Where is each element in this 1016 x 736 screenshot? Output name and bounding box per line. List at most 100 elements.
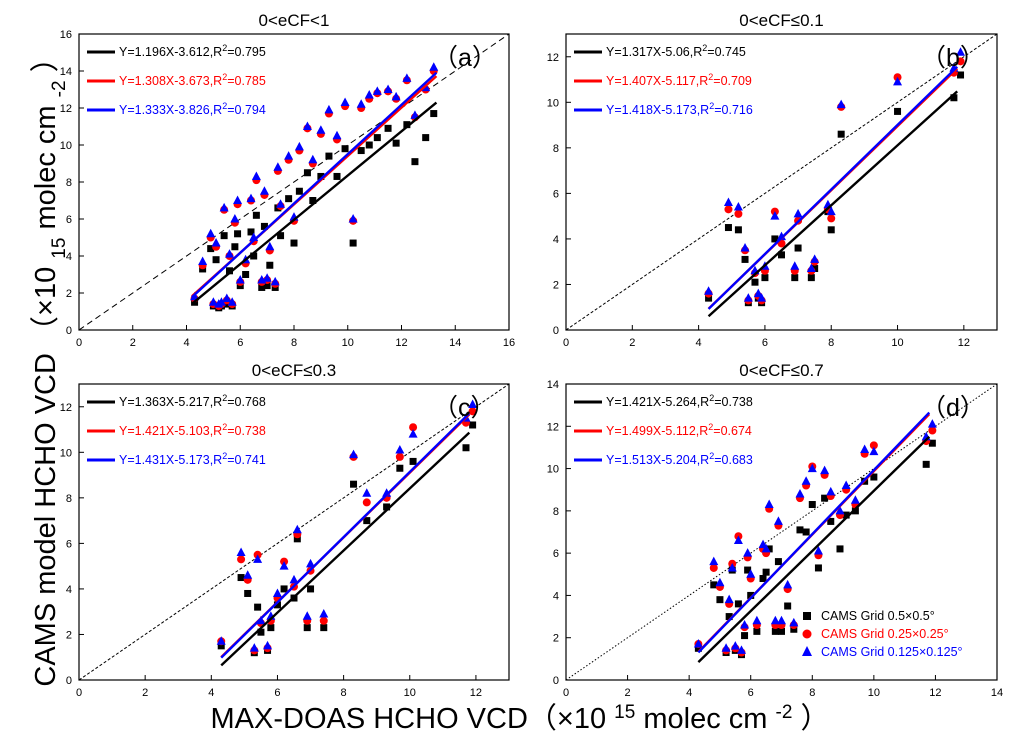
y-tick-label: 10 [60,140,72,152]
plot-area [566,384,997,680]
point-circle [468,407,477,416]
point-triangle [289,574,299,584]
point-triangle [270,276,280,286]
fit-equation: Y=1.418X-5.173,R2=0.716 [606,101,753,117]
point-square [469,421,477,429]
point-triangle [826,206,836,216]
fit-equation: Y=1.317X-5.06,R2=0.745 [606,43,746,59]
point-triangle [777,231,786,241]
x-tick-label: 10 [404,687,416,699]
panel-b: 0 2 4 6 8 10 12 0 2 4 6 8 10 12 Y=1.317X-5.06,R2=0.745… [547,11,998,349]
point-square [765,545,773,553]
point-square [237,574,245,582]
point-square [751,278,759,286]
y-tick-label: 14 [60,66,72,78]
y-tick-label: 16 [60,29,72,41]
plot-area [566,34,997,330]
point-triangle [253,554,263,563]
point-triangle [198,256,208,266]
point-square [317,172,325,180]
point-triangle [850,495,860,504]
x-tick-label: 8 [341,687,347,699]
point-triangle [704,286,714,295]
point-square [252,211,260,219]
point-square [928,439,936,447]
point-triangle [259,186,269,195]
point-triangle [956,47,966,56]
point-square [267,624,275,632]
panel-d: 0 2 4 6 8 10 12 14 0 2 4 6 8 10 12 14 Y=1.421X-5.264,R2=… [547,361,1003,699]
point-triangle [236,547,246,556]
point-triangle [391,91,401,101]
one-to-one-line [566,34,997,330]
point-triangle [783,579,793,589]
one-to-one-line [79,34,509,330]
point-square [790,625,798,633]
point-square [260,222,268,230]
point-square [280,585,288,593]
point-triangle [835,505,845,515]
plot-frame [565,383,998,681]
point-square [244,589,252,597]
point-triangle [251,171,261,180]
x-tick-label: 14 [449,337,461,349]
point-triangle [752,615,762,625]
x-axis-label-mid: molec cm [643,703,767,735]
x-tick-label: 6 [748,687,754,699]
point-triangle [364,90,374,99]
point-triangle [332,130,342,140]
point-triangle [770,211,780,220]
panel-title: 0<eCF≤0.3 [252,361,336,380]
point-triangle [826,486,836,496]
point-square [744,566,752,574]
point-circle [319,616,328,625]
x-tick-label: 0 [76,337,82,349]
y-tick-label: 0 [66,675,72,687]
y-tick-label: 2 [553,279,559,291]
point-triangle [306,558,316,568]
y-tick-label: 2 [66,629,72,641]
point-square [827,517,835,525]
y-axis-label-unit: （×10 [30,267,62,345]
y-tick-label: 10 [547,464,559,476]
point-triangle [733,535,743,544]
point-triangle [813,546,823,555]
point-triangle [292,524,302,534]
point-square [396,464,404,472]
x-tick-label: 12 [929,687,941,699]
point-circle [928,426,937,435]
point-triangle [216,297,226,306]
point-triangle [383,84,393,93]
y-tick-label: 12 [547,421,559,433]
point-triangle [316,125,326,134]
point-triangle [319,608,329,618]
fit-line [220,412,471,659]
y-axis-label-exp2: -2 [49,80,70,97]
point-square [303,169,311,177]
point-triangle [724,594,734,604]
y-tick-label: 6 [553,548,559,560]
fit-line [697,435,931,663]
x-tick-label: 0 [76,687,82,699]
point-triangle [284,151,294,160]
point-triangle [841,480,851,489]
point-triangle [402,73,412,82]
panel-title: 0<eCF≤0.7 [739,361,823,380]
point-square [411,158,419,166]
point-square [762,568,770,576]
point-triangle [893,76,903,86]
panel-title: 0<eCF<1 [259,11,330,30]
point-square [250,252,258,260]
x-axis-label-main: MAX-DOAS HCHO VCD（×10 [211,703,607,735]
point-triangle [860,444,870,454]
fit-line [191,71,438,299]
point-triangle [349,449,359,459]
x-tick-label: 2 [629,337,635,349]
x-tick-label: 12 [395,337,407,349]
y-tick-label: 0 [66,325,72,337]
point-square [430,110,438,118]
x-tick-label: 8 [291,337,297,349]
panel-label: （c） [433,394,496,422]
point-square [254,603,262,611]
y-tick-label: 8 [553,506,559,518]
